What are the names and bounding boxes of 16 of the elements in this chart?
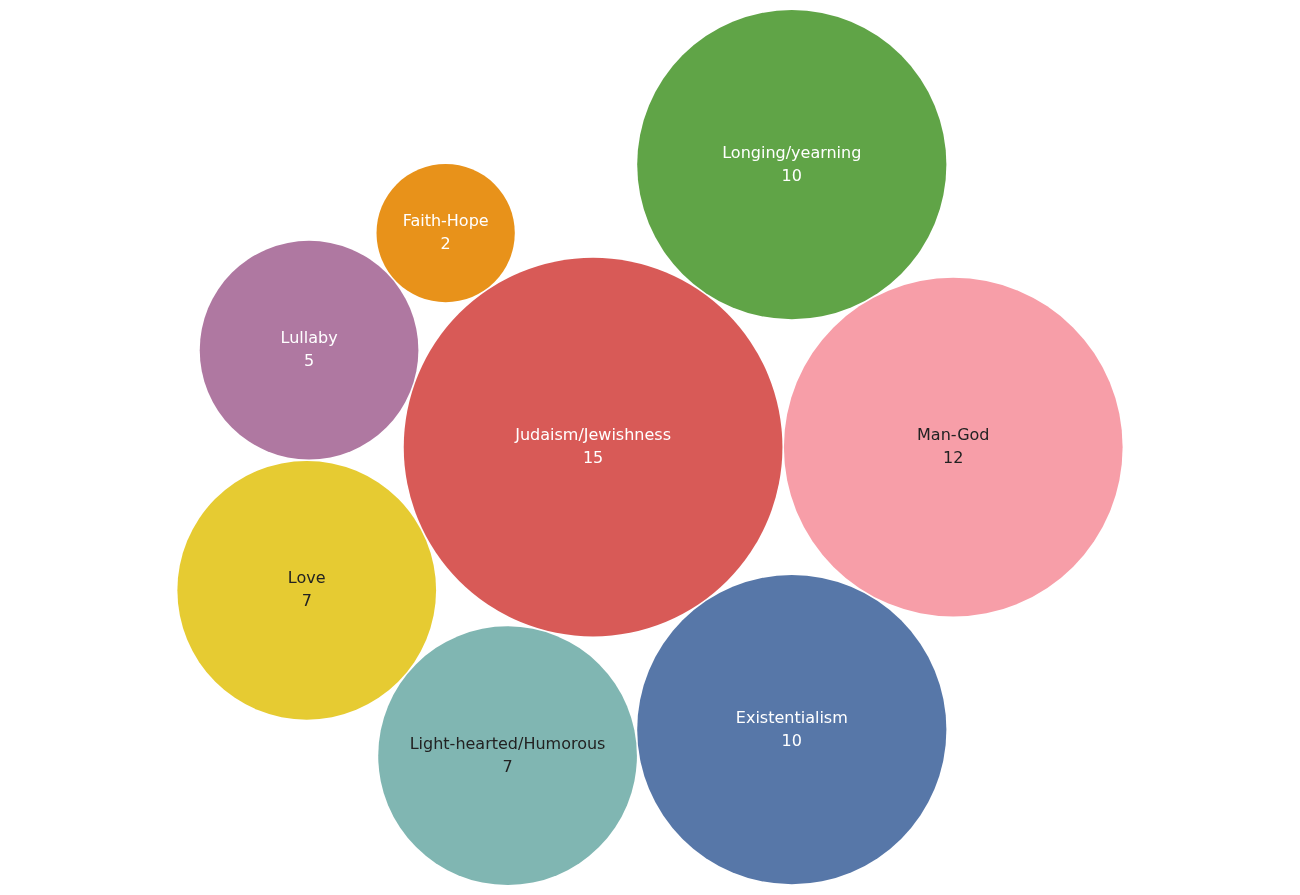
data-label: 5 [303, 351, 315, 371]
data-label: 12 [943, 448, 964, 468]
category-label: Love [287, 568, 326, 588]
data-label: 7 [502, 756, 513, 776]
category-label: Faith-Hope [402, 211, 489, 231]
category-label: Existentialism [735, 707, 848, 727]
data-label: 10 [781, 165, 802, 185]
category-label: Man-God [917, 425, 990, 445]
data-label: 7 [301, 591, 312, 611]
data-label: 2 [440, 234, 451, 254]
category-label: Judaism/Jewishness [514, 425, 671, 445]
category-label: Longing/yearning [722, 142, 862, 162]
data-label: 15 [582, 448, 604, 468]
category-label: Lullaby [280, 328, 338, 348]
data-label: 10 [781, 730, 802, 750]
category-label: Light-hearted/Humorous [409, 733, 606, 753]
